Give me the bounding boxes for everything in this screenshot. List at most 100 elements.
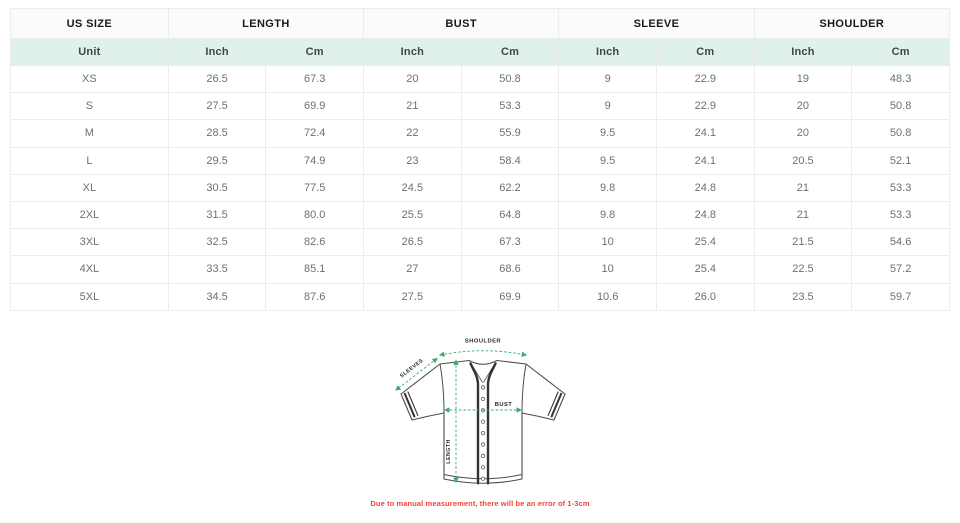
table-cell: 23.5 bbox=[753, 282, 853, 311]
table-cell: 32.5 bbox=[167, 228, 267, 257]
unit-header-cell: Cm bbox=[460, 38, 560, 66]
unit-row: Unit Inch Cm Inch Cm Inch Cm Inch Cm bbox=[10, 38, 950, 66]
table-row: XS 26.5 67.3 20 50.8 9 22.9 19 48.3 bbox=[10, 64, 950, 94]
measurement-diagram: SHOULDER SLEEVES BUST LENGTH bbox=[383, 334, 583, 504]
table-cell: 20 bbox=[753, 92, 853, 121]
shoulder-label: SHOULDER bbox=[465, 339, 501, 345]
cuff-stripe-left-2 bbox=[407, 391, 419, 417]
table-cell: 87.6 bbox=[265, 282, 365, 311]
table-cell: 34.5 bbox=[167, 282, 267, 311]
table-cell: 22 bbox=[363, 119, 462, 148]
size-cell: 4XL bbox=[10, 255, 169, 284]
bust-label: BUST bbox=[495, 402, 513, 408]
table-cell: 24.1 bbox=[655, 119, 755, 148]
table-cell: 9 bbox=[558, 92, 657, 121]
table-cell: 19 bbox=[753, 64, 853, 94]
table-cell: 62.2 bbox=[460, 173, 560, 202]
placket-stripe-right bbox=[486, 362, 497, 485]
table-cell: 77.5 bbox=[265, 173, 365, 202]
table-cell: 9.5 bbox=[558, 119, 657, 148]
table-cell: 48.3 bbox=[851, 64, 950, 94]
table-cell: 59.7 bbox=[851, 282, 950, 311]
table-cell: 22.9 bbox=[655, 64, 755, 94]
table-cell: 29.5 bbox=[167, 146, 267, 175]
size-cell: XS bbox=[10, 64, 169, 94]
table-cell: 69.9 bbox=[460, 282, 560, 311]
table-cell: 80.0 bbox=[265, 200, 365, 230]
table-cell: 31.5 bbox=[167, 200, 267, 230]
table-cell: 24.8 bbox=[655, 173, 755, 202]
table-cell: 23 bbox=[363, 146, 462, 175]
column-group-header: SHOULDER bbox=[753, 8, 951, 39]
jersey-measurement-svg: SHOULDER SLEEVES BUST LENGTH bbox=[395, 339, 566, 485]
length-label: LENGTH bbox=[446, 439, 452, 463]
unit-header-cell: Cm bbox=[655, 38, 755, 66]
column-group-row: US SIZE LENGTH BUST SLEEVE SHOULDER bbox=[10, 8, 951, 39]
table-cell: 10 bbox=[558, 255, 657, 284]
table-cell: 74.9 bbox=[265, 146, 365, 175]
cuff-stripe-left-1 bbox=[403, 392, 416, 418]
table-cell: 33.5 bbox=[167, 255, 267, 284]
unit-header-cell: Inch bbox=[363, 38, 462, 66]
table-cell: 26.0 bbox=[655, 282, 755, 311]
size-cell: L bbox=[10, 146, 169, 175]
table-cell: 53.3 bbox=[851, 200, 950, 230]
table-cell: 67.3 bbox=[460, 228, 560, 257]
placket-stripe-left bbox=[469, 362, 480, 485]
size-cell: 2XL bbox=[10, 200, 169, 230]
table-cell: 68.6 bbox=[460, 255, 560, 284]
table-cell: 22.5 bbox=[753, 255, 853, 284]
table-cell: 58.4 bbox=[460, 146, 560, 175]
table-cell: 69.9 bbox=[265, 92, 365, 121]
table-row: L 29.5 74.9 23 58.4 9.5 24.1 20.5 52.1 bbox=[10, 146, 950, 175]
unit-header-cell: Inch bbox=[753, 38, 853, 66]
cuff-stripe-right-2 bbox=[547, 391, 559, 417]
table-cell: 25.4 bbox=[655, 255, 755, 284]
column-group-header: BUST bbox=[363, 8, 560, 39]
table-cell: 27.5 bbox=[363, 282, 462, 311]
table-cell: 9 bbox=[558, 64, 657, 94]
table-row: 3XL 32.5 82.6 26.5 67.3 10 25.4 21.5 54.6 bbox=[10, 228, 950, 257]
table-cell: 72.4 bbox=[265, 119, 365, 148]
unit-header-cell: Cm bbox=[265, 38, 365, 66]
unit-header-cell: Inch bbox=[167, 38, 267, 66]
table-cell: 50.8 bbox=[851, 92, 950, 121]
table-cell: 54.6 bbox=[851, 228, 950, 257]
size-cell: XL bbox=[10, 173, 169, 202]
table-cell: 50.8 bbox=[851, 119, 950, 148]
unit-header-cell: Unit bbox=[10, 38, 169, 66]
table-cell: 67.3 bbox=[265, 64, 365, 94]
table-row: 4XL 33.5 85.1 27 68.6 10 25.4 22.5 57.2 bbox=[10, 255, 950, 284]
sleeves-label: SLEEVES bbox=[399, 358, 425, 380]
table-cell: 64.8 bbox=[460, 200, 560, 230]
table-cell: 57.2 bbox=[851, 255, 950, 284]
table-cell: 24.8 bbox=[655, 200, 755, 230]
unit-header-cell: Cm bbox=[851, 38, 950, 66]
cuff-stripe-right-1 bbox=[550, 392, 563, 418]
jersey-buttons bbox=[480, 385, 486, 481]
column-group-header: US SIZE bbox=[10, 8, 169, 39]
table-cell: 25.4 bbox=[655, 228, 755, 257]
table-cell: 52.1 bbox=[851, 146, 950, 175]
table-cell: 20 bbox=[753, 119, 853, 148]
table-cell: 24.5 bbox=[363, 173, 462, 202]
size-chart-body: XS 26.5 67.3 20 50.8 9 22.9 19 48.3 S 27.5 69.9 21 53… bbox=[10, 64, 950, 311]
table-cell: 9.5 bbox=[558, 146, 657, 175]
table-cell: 21 bbox=[753, 200, 853, 230]
table-cell: 22.9 bbox=[655, 92, 755, 121]
table-row: XL 30.5 77.5 24.5 62.2 9.8 24.8 21 53.3 bbox=[10, 173, 950, 202]
table-cell: 50.8 bbox=[460, 64, 560, 94]
table-cell: 21 bbox=[753, 173, 853, 202]
size-cell: S bbox=[10, 92, 169, 121]
sleeves-measure-arrow bbox=[395, 357, 438, 391]
table-cell: 27 bbox=[363, 255, 462, 284]
table-cell: 28.5 bbox=[167, 119, 267, 148]
table-cell: 55.9 bbox=[460, 119, 560, 148]
table-cell: 26.5 bbox=[167, 64, 267, 94]
table-cell: 27.5 bbox=[167, 92, 267, 121]
table-row: S 27.5 69.9 21 53.3 9 22.9 20 50.8 bbox=[10, 92, 950, 121]
measurement-note: Due to manual measurement, there will be… bbox=[370, 499, 590, 508]
table-cell: 30.5 bbox=[167, 173, 267, 202]
table-cell: 85.1 bbox=[265, 255, 365, 284]
table-cell: 53.3 bbox=[460, 92, 560, 121]
